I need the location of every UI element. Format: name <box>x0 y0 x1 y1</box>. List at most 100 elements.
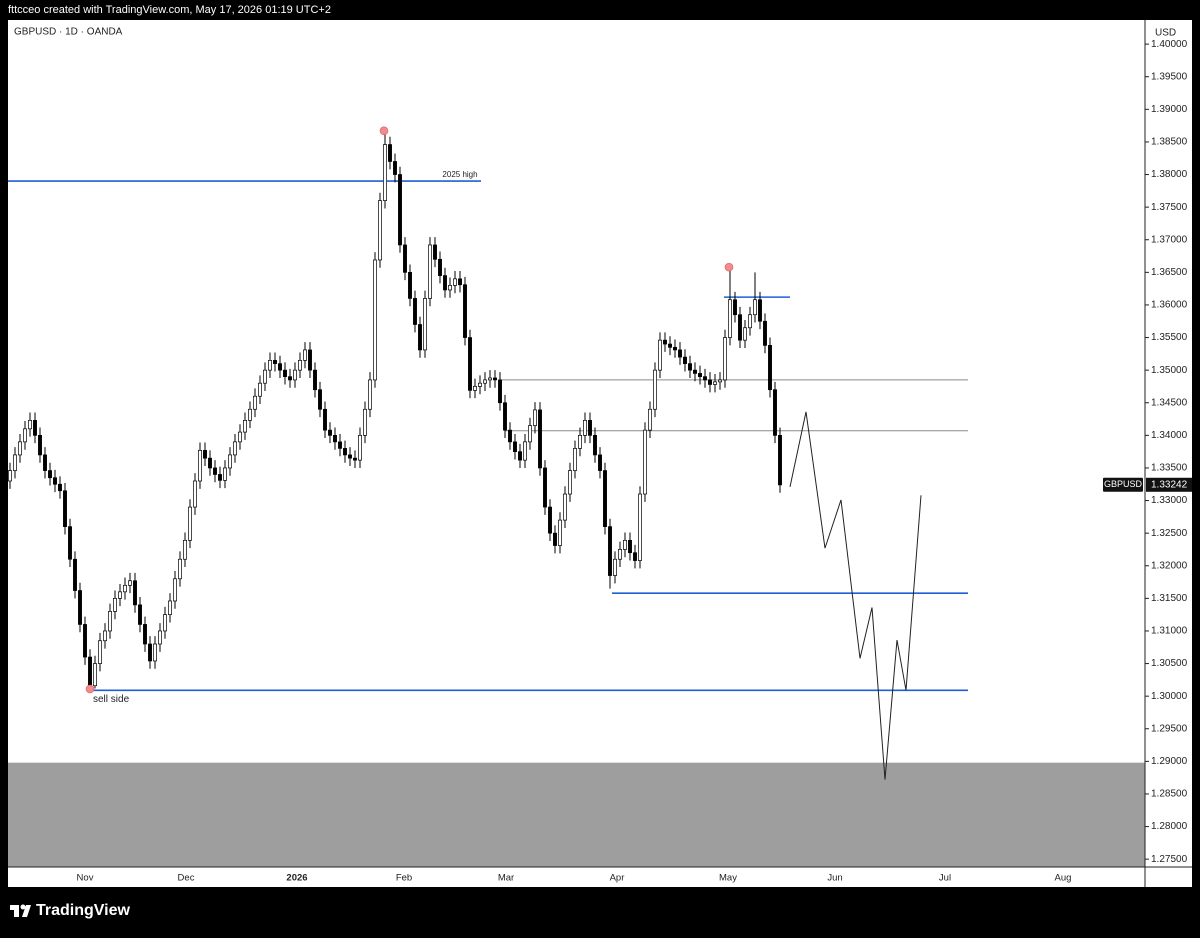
candle-body <box>353 457 357 461</box>
candle-body <box>538 409 542 469</box>
candle-body <box>238 431 242 443</box>
candle-body <box>558 519 562 546</box>
candle-body <box>438 258 442 276</box>
candle-body <box>638 493 642 561</box>
candle-body <box>523 441 527 461</box>
y-tick-label: 1.28500 <box>1151 789 1188 800</box>
candle-body <box>178 558 182 580</box>
y-tick-label: 1.34000 <box>1151 430 1188 441</box>
candle-body <box>573 448 577 471</box>
candle-body <box>503 402 507 431</box>
price-tag: 1.33242 <box>1151 479 1188 490</box>
y-tick-label: 1.29500 <box>1151 723 1188 734</box>
candle-body <box>723 337 727 381</box>
candle-body <box>258 382 262 397</box>
candle-body <box>568 470 572 495</box>
y-tick-label: 1.37500 <box>1151 202 1188 213</box>
y-tick-label: 1.33000 <box>1151 495 1188 506</box>
candle-body <box>373 259 377 381</box>
candle-body <box>508 429 512 443</box>
candle-body <box>693 369 697 374</box>
footer-brand: TradingView <box>36 902 131 919</box>
x-tick-label: 2026 <box>286 873 307 884</box>
candle-body <box>398 174 402 246</box>
candle-body <box>98 640 102 664</box>
logo-part <box>20 904 26 910</box>
candle-body <box>298 360 302 371</box>
candle-body <box>578 434 582 449</box>
candle-body <box>748 314 752 329</box>
candle-body <box>778 434 782 486</box>
candle-body <box>328 429 332 436</box>
candle-body <box>673 346 677 351</box>
candle-body <box>448 285 452 291</box>
y-tick-label: 1.37000 <box>1151 234 1188 245</box>
logo-part <box>14 905 19 917</box>
y-tick-label: 1.38500 <box>1151 137 1188 148</box>
candle-body <box>413 298 417 325</box>
candle-body <box>13 454 17 471</box>
candle-body <box>268 360 272 371</box>
candle-body <box>768 345 772 391</box>
logo <box>10 904 31 917</box>
candle-body <box>333 434 337 443</box>
candle-body <box>293 369 297 381</box>
candle-body <box>338 441 342 449</box>
candle-body <box>653 369 657 410</box>
candle-body <box>118 591 122 599</box>
y-tick-label: 1.38000 <box>1151 169 1188 180</box>
candle-body <box>423 298 427 351</box>
candle-body <box>93 663 97 687</box>
x-tick-label: Apr <box>610 873 625 884</box>
candle-body <box>313 369 317 391</box>
y-tick-label: 1.30000 <box>1151 691 1188 702</box>
candle-body <box>243 420 247 433</box>
y-tick-label: 1.30500 <box>1151 658 1188 669</box>
y-tick-label: 1.28000 <box>1151 821 1188 832</box>
y-tick-label: 1.33500 <box>1151 463 1188 474</box>
price-tag-symbol: GBPUSD <box>1104 479 1143 489</box>
y-tick-label: 1.36000 <box>1151 300 1188 311</box>
y-tick-label: 1.31000 <box>1151 626 1188 637</box>
candle-body <box>318 389 322 410</box>
candle-body <box>348 454 352 459</box>
candle-body <box>588 420 592 436</box>
y-tick-label: 1.35000 <box>1151 365 1188 376</box>
candle-body <box>773 389 777 436</box>
candle-body <box>128 580 132 586</box>
candle-body <box>608 526 612 576</box>
price-tag-symbol-bg <box>1103 477 1143 492</box>
candle-body <box>103 630 107 642</box>
candle-body <box>428 244 432 299</box>
candle-body <box>218 474 222 481</box>
candle-body <box>143 624 147 645</box>
swing-marker <box>85 684 95 694</box>
y-tick-label: 1.29000 <box>1151 756 1188 767</box>
y-tick-label: 1.39500 <box>1151 71 1188 82</box>
candle-body <box>698 373 702 378</box>
candle-body <box>108 611 112 632</box>
candle-body <box>48 470 52 479</box>
candle-body <box>683 356 687 364</box>
candle-body <box>253 395 257 410</box>
candle-body <box>208 457 212 469</box>
candle-body <box>718 379 722 383</box>
candle-body <box>278 363 282 371</box>
swing-marker <box>379 126 389 136</box>
y-tick-label: 1.27500 <box>1151 854 1188 865</box>
candle-body <box>528 425 532 443</box>
candle-body <box>213 467 217 475</box>
candle-body <box>728 299 732 338</box>
y-tick-label: 1.34500 <box>1151 397 1188 408</box>
candle-body <box>58 483 62 492</box>
x-tick-label: Feb <box>396 873 412 884</box>
candle-body <box>403 244 407 273</box>
candle-body <box>173 578 177 602</box>
candle-body <box>468 337 472 391</box>
candle-body <box>33 420 37 436</box>
y-tick-label: 1.35500 <box>1151 332 1188 343</box>
candle-body <box>83 624 87 658</box>
candle-body <box>663 339 667 345</box>
currency: USD <box>1155 28 1176 39</box>
